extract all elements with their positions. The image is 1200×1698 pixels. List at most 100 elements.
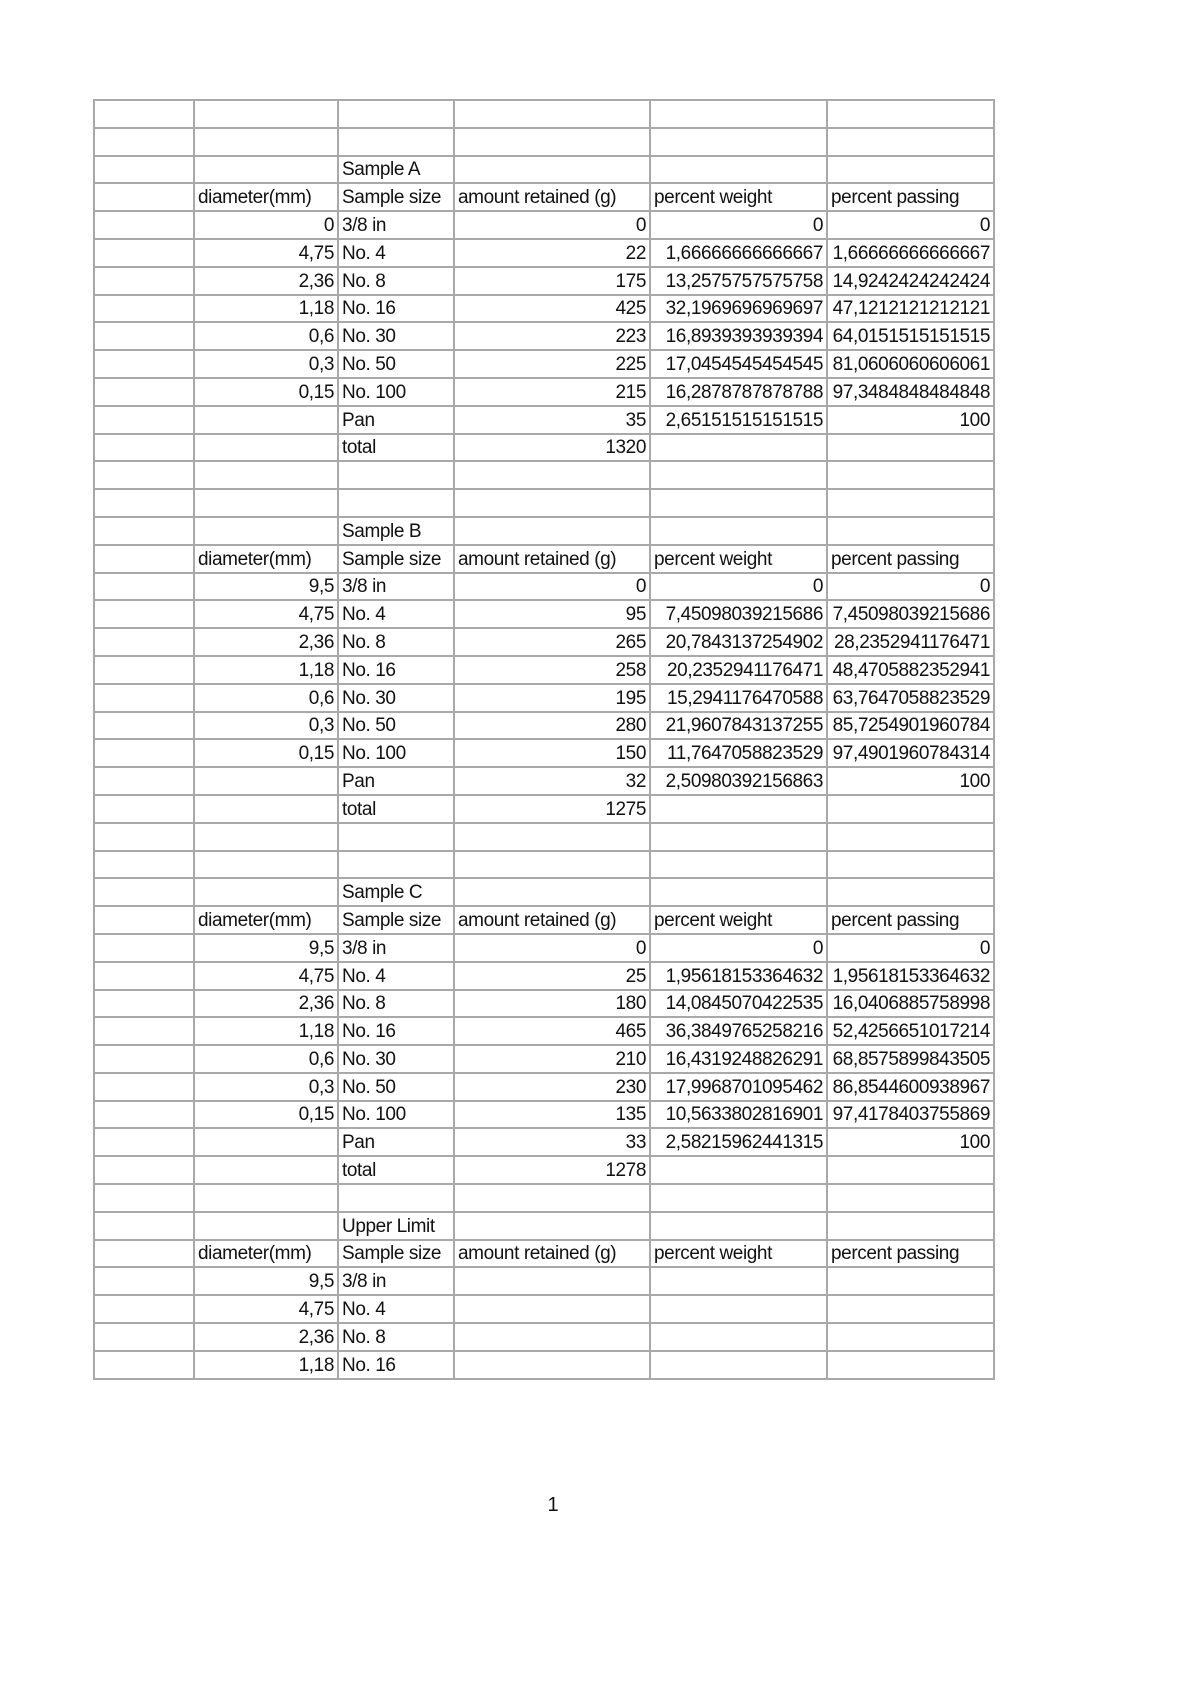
table-cell[interactable]: No. 30 [337,682,455,713]
table-cell[interactable]: percent passing [826,543,995,574]
table-cell[interactable] [93,515,195,546]
table-cell[interactable] [649,460,828,491]
table-cell[interactable]: 1,18 [193,1349,339,1380]
table-cell[interactable]: percent weight [649,1238,828,1269]
table-cell[interactable] [93,932,195,963]
table-cell[interactable] [826,432,995,463]
table-cell[interactable] [93,154,195,185]
table-cell[interactable]: No. 16 [337,654,455,685]
table-cell[interactable] [826,1349,995,1380]
table-cell[interactable]: 100 [826,1127,995,1158]
table-cell[interactable] [93,293,195,324]
table-cell[interactable] [193,1183,339,1213]
table-cell[interactable] [649,154,828,185]
table-cell[interactable] [649,1294,828,1325]
table-cell[interactable]: 11,7647058823529 [649,738,828,769]
table-cell[interactable]: 20,2352941176471 [649,654,828,685]
table-cell[interactable] [826,1183,995,1213]
table-cell[interactable] [93,376,195,407]
table-cell[interactable]: 9,5 [193,571,339,602]
table-cell[interactable]: 22 [453,237,651,268]
table-cell[interactable]: 7,45098039215686 [826,599,995,630]
table-cell[interactable] [193,793,339,824]
table-cell[interactable] [649,1183,828,1213]
table-cell[interactable]: Pan [337,766,455,796]
table-cell[interactable] [826,1294,995,1325]
table-cell[interactable]: 4,75 [193,237,339,268]
table-cell[interactable]: No. 50 [337,349,455,379]
table-cell[interactable]: amount retained (g) [453,1238,651,1269]
table-cell[interactable]: 0 [453,571,651,602]
table-cell[interactable]: 210 [453,1044,651,1074]
table-cell[interactable] [193,488,339,518]
table-cell[interactable]: 33 [453,1127,651,1158]
table-cell[interactable]: 223 [453,321,651,352]
table-cell[interactable]: percent passing [826,905,995,935]
table-cell[interactable] [826,1266,995,1297]
table-cell[interactable]: No. 100 [337,376,455,407]
table-cell[interactable] [193,99,339,129]
table-cell[interactable]: 13,2575757575758 [649,265,828,296]
table-cell[interactable] [453,1183,651,1213]
table-cell[interactable] [93,1210,195,1241]
table-cell[interactable]: 20,7843137254902 [649,627,828,657]
table-cell[interactable]: Sample size [337,905,455,935]
table-cell[interactable] [93,1322,195,1352]
table-cell[interactable]: 100 [826,404,995,435]
table-cell[interactable] [337,99,455,129]
table-cell[interactable]: percent passing [826,1238,995,1269]
table-cell[interactable] [453,877,651,908]
table-cell[interactable]: 17,9968701095462 [649,1071,828,1102]
table-cell[interactable] [826,154,995,185]
table-cell[interactable] [193,821,339,852]
table-cell[interactable]: 180 [453,988,651,1019]
table-cell[interactable]: 14,0845070422535 [649,988,828,1019]
table-cell[interactable] [649,1155,828,1186]
table-cell[interactable] [826,126,995,157]
table-cell[interactable]: Sample size [337,182,455,213]
table-cell[interactable]: 1275 [453,793,651,824]
table-cell[interactable] [93,432,195,463]
table-cell[interactable]: 2,50980392156863 [649,766,828,796]
table-cell[interactable] [337,460,455,491]
table-cell[interactable] [193,515,339,546]
table-cell[interactable]: 47,1212121212121 [826,293,995,324]
table-cell[interactable]: 1,95618153364632 [826,960,995,991]
table-cell[interactable]: No. 30 [337,321,455,352]
table-cell[interactable]: 95 [453,599,651,630]
table-cell[interactable]: No. 100 [337,1099,455,1130]
table-cell[interactable]: No. 8 [337,988,455,1019]
table-cell[interactable]: diameter(mm) [193,182,339,213]
table-cell[interactable] [826,821,995,852]
table-cell[interactable] [649,488,828,518]
table-cell[interactable]: 2,36 [193,265,339,296]
table-cell[interactable] [93,210,195,240]
table-cell[interactable] [826,99,995,129]
table-cell[interactable] [826,488,995,518]
table-cell[interactable]: 1,18 [193,293,339,324]
table-cell[interactable]: 25 [453,960,651,991]
table-cell[interactable]: 16,2878787878788 [649,376,828,407]
table-cell[interactable] [649,877,828,908]
table-cell[interactable]: Sample C [337,877,455,908]
table-cell[interactable]: 0 [649,932,828,963]
table-cell[interactable]: 97,4178403755869 [826,1099,995,1130]
table-cell[interactable]: 3/8 in [337,932,455,963]
table-cell[interactable] [193,432,339,463]
table-cell[interactable] [93,793,195,824]
table-cell[interactable]: total [337,432,455,463]
table-cell[interactable] [93,1071,195,1102]
table-cell[interactable] [826,515,995,546]
table-cell[interactable] [193,126,339,157]
table-cell[interactable]: 0,15 [193,738,339,769]
table-cell[interactable]: 0 [826,210,995,240]
table-cell[interactable] [453,1210,651,1241]
table-cell[interactable]: 32,1969696969697 [649,293,828,324]
table-cell[interactable] [93,265,195,296]
table-cell[interactable] [193,766,339,796]
table-cell[interactable]: 2,65151515151515 [649,404,828,435]
table-cell[interactable]: No. 8 [337,1322,455,1352]
table-cell[interactable]: 0 [649,210,828,240]
table-cell[interactable]: 10,5633802816901 [649,1099,828,1130]
table-cell[interactable]: percent weight [649,543,828,574]
